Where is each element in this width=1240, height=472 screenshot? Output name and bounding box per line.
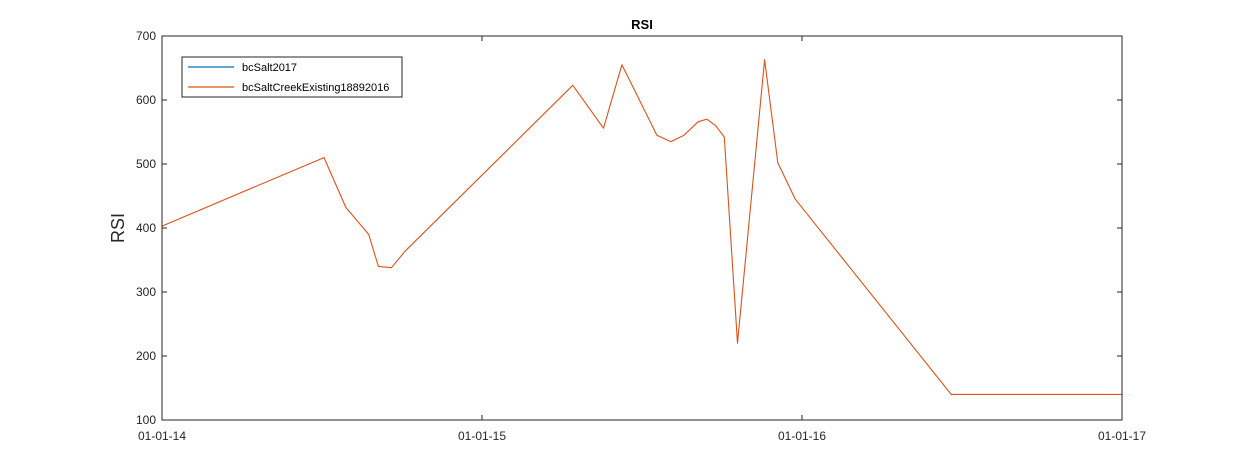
- ticks-layer: 100 200 300 400 500 600 700 01-01-14 01-01-15 01-…: [136, 29, 1146, 443]
- plot-area: [162, 36, 1122, 420]
- y-tick-label: 500: [136, 157, 156, 171]
- y-tick-label: 400: [136, 221, 156, 235]
- y-axis-label: RSI: [108, 213, 128, 243]
- y-tick-label: 200: [136, 349, 156, 363]
- x-tick-label: 01-01-17: [1098, 429, 1146, 443]
- legend-label-1: bcSaltCreekExisting18892016: [242, 82, 389, 94]
- x-tick-label: 01-01-15: [458, 429, 506, 443]
- series-layer: [161, 59, 1122, 395]
- y-tick-label: 700: [136, 29, 156, 43]
- x-tick-label: 01-01-14: [138, 429, 186, 443]
- x-tick-label: 01-01-16: [778, 429, 826, 443]
- legend: bcSalt2017 bcSaltCreekExisting18892016: [181, 56, 403, 98]
- legend-box: [181, 56, 403, 98]
- series-line-1: [161, 59, 1122, 395]
- legend-label-0: bcSalt2017: [242, 62, 297, 74]
- y-tick-label: 300: [136, 285, 156, 299]
- chart-title: RSI: [631, 17, 653, 32]
- y-tick-label: 600: [136, 93, 156, 107]
- y-tick-label: 100: [136, 413, 156, 427]
